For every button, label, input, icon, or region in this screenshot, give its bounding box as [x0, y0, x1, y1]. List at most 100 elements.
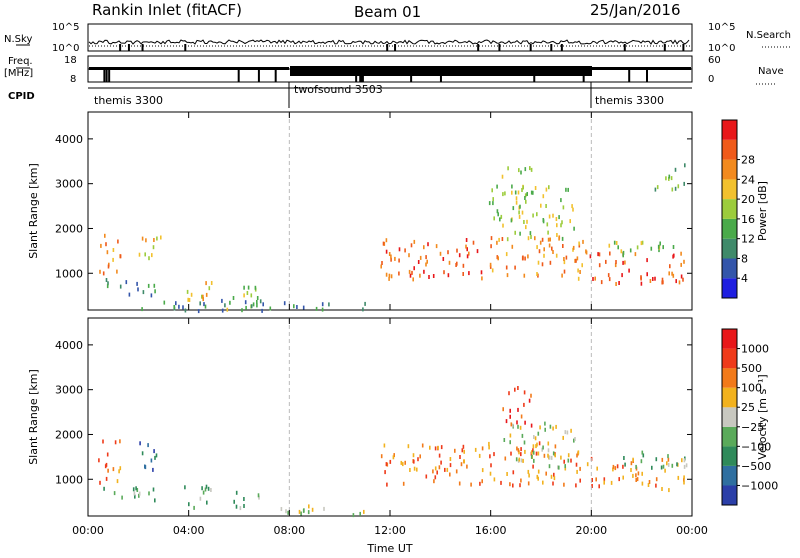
range-cell [155, 453, 158, 458]
range-cell [512, 423, 514, 428]
range-cell [514, 230, 516, 235]
range-cell [585, 249, 587, 254]
range-cell [600, 280, 603, 285]
freq-label-line2: [MHz] [4, 68, 33, 79]
range-cell [680, 274, 683, 279]
range-cell [561, 236, 564, 241]
range-cell [514, 190, 517, 195]
y-tick-label: 1000 [55, 267, 83, 280]
range-cell [562, 435, 564, 440]
colorbar-swatch [722, 120, 737, 140]
power-panel: 1000 2000 3000 4000 Slant Range [km] 4 8 12 16… [27, 111, 769, 314]
range-cell [596, 466, 598, 471]
range-cell [398, 247, 401, 252]
range-cell [517, 448, 520, 453]
freq-left-tick-top: 18 [64, 55, 77, 66]
range-cell [235, 490, 238, 495]
range-cell [582, 239, 584, 244]
range-cell [537, 469, 540, 474]
range-cell [674, 186, 677, 191]
beam-title: Beam 01 [354, 3, 421, 21]
range-cell [548, 214, 551, 219]
range-cell [624, 462, 626, 467]
nave-right-tick-bottom: 0 [708, 74, 714, 85]
range-cell [634, 252, 637, 257]
range-cell [99, 269, 101, 274]
range-cell [661, 277, 664, 282]
range-cell [540, 203, 542, 208]
range-cell [465, 238, 468, 242]
range-cell [142, 290, 145, 295]
range-cell [434, 446, 437, 451]
range-cell [509, 482, 511, 487]
range-cell [598, 252, 601, 257]
range-cell [617, 245, 619, 250]
range-cell [555, 424, 557, 429]
range-cell [481, 479, 483, 484]
range-cell [537, 273, 539, 278]
range-cell [390, 257, 392, 262]
range-cell [640, 281, 643, 286]
colorbar-swatch [722, 446, 737, 466]
range-cell [683, 259, 685, 264]
range-cell [630, 461, 633, 466]
colorbar-frame [721, 119, 738, 299]
range-cell [520, 452, 522, 457]
range-cell [668, 488, 670, 493]
range-cell [104, 464, 107, 469]
range-cell [563, 482, 565, 487]
x-tick-label: 16:00 [475, 524, 507, 537]
range-cell [558, 235, 561, 240]
range-cell [417, 260, 420, 264]
range-cell [558, 215, 560, 220]
range-cell [564, 466, 567, 471]
range-cell [570, 458, 572, 463]
range-cell [201, 294, 203, 299]
nave-right-label: Nave [758, 66, 784, 77]
range-cell [598, 263, 601, 268]
range-cell [462, 272, 464, 276]
range-cell [425, 474, 428, 479]
power-colorbar-title: Power [dB] [756, 181, 769, 241]
range-cell [549, 237, 551, 242]
range-cell [622, 475, 624, 480]
range-cell [577, 450, 580, 455]
range-cell [389, 459, 392, 464]
colorbar-swatch [722, 387, 737, 408]
noise-panel-frame [87, 23, 693, 52]
range-cell [398, 258, 400, 263]
range-cell [488, 201, 491, 206]
range-cell [636, 477, 639, 482]
range-cell [667, 454, 669, 459]
range-cell [510, 422, 513, 427]
range-cell [655, 483, 657, 488]
range-cell [202, 490, 205, 495]
range-cell [511, 190, 513, 195]
range-cell [136, 488, 139, 492]
range-cell [550, 474, 553, 479]
range-cell [598, 484, 600, 489]
range-cell [221, 298, 223, 303]
range-cell [525, 225, 527, 230]
range-cell [103, 486, 105, 491]
range-cell [520, 458, 523, 463]
range-cell [573, 438, 575, 443]
range-cell [235, 504, 238, 509]
range-cell [548, 455, 551, 460]
range-cell [256, 296, 259, 300]
range-cell [404, 248, 406, 253]
range-cell [504, 456, 507, 461]
range-cell [466, 247, 468, 252]
range-cell [412, 453, 415, 458]
range-cell [506, 237, 509, 242]
range-cell [154, 289, 156, 294]
range-cell [614, 263, 617, 268]
range-cell [548, 464, 551, 469]
range-cell [526, 219, 528, 224]
noise-left-tick-top: 10^5 [52, 22, 79, 33]
range-cell [440, 445, 443, 450]
range-cell [479, 481, 481, 486]
colorbar-swatch [722, 199, 737, 219]
colorbar-tick-label: 500 [741, 362, 762, 375]
